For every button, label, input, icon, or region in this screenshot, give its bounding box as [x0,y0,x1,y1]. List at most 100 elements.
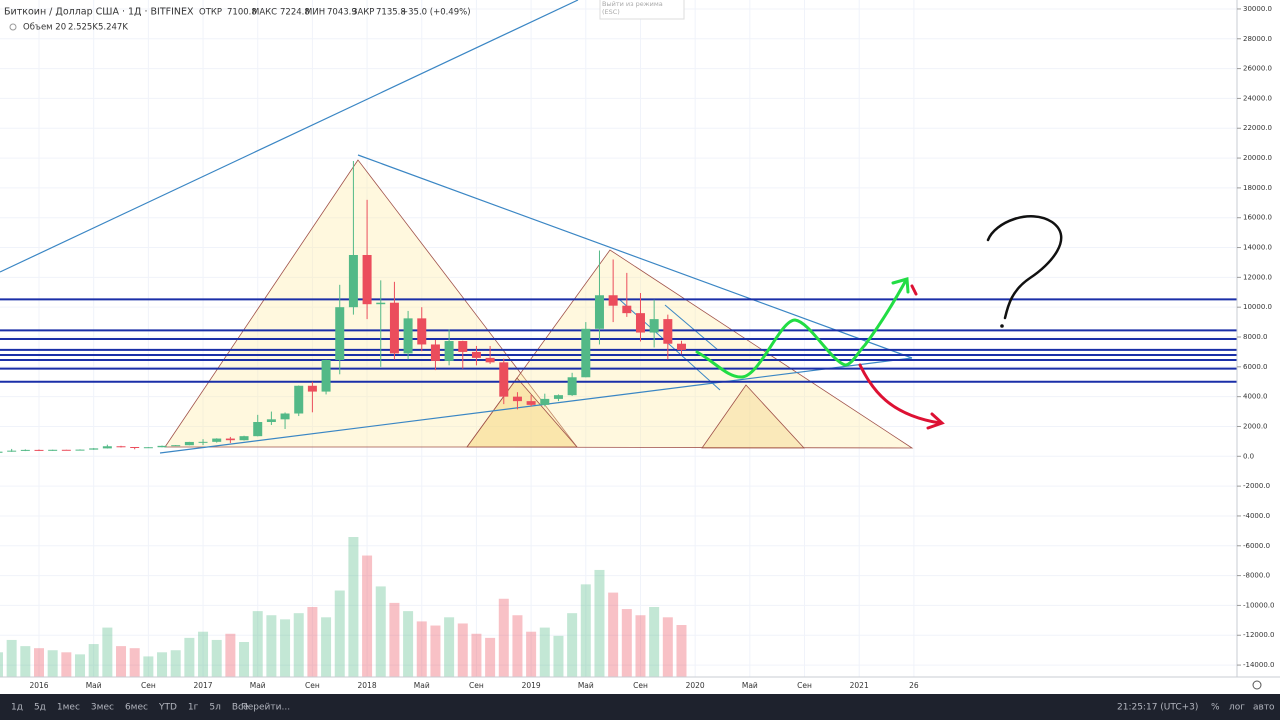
candle-body [540,398,550,405]
candle-body [417,318,427,345]
y-tick-label: 16000.0 [1243,214,1272,222]
volume-bar [88,644,99,677]
x-tick-label: Сен [633,681,648,690]
volume-bar [662,617,673,677]
settings-icon[interactable] [1252,680,1262,690]
candle-body [75,449,85,451]
x-tick-label: 2019 [522,681,541,690]
candle-body [0,451,3,453]
candle-body [512,396,522,402]
volume-bar [512,615,523,677]
volume-bar [526,631,537,677]
x-tick-label: Сен [797,681,812,690]
volume-bar [430,625,441,677]
volume-a: 2.525K [68,23,98,33]
volume-bar [129,648,140,677]
trend-line [159,357,913,454]
candle-body [608,295,618,306]
range-button[interactable]: 1д [11,703,23,713]
symbol: Биткоин / Доллар США · 1Д · BITFINEX [4,7,194,18]
percent[interactable]: % [1211,703,1220,713]
volume-bar [553,635,564,677]
volume-bar [471,633,482,677]
range-button[interactable]: 3мес [91,703,114,713]
log[interactable]: лог [1229,703,1245,713]
y-tick-label: -14000.0 [1243,661,1274,669]
range-button[interactable]: 5д [34,703,46,713]
volume-bar [266,615,277,677]
candle-body [376,302,386,305]
goto[interactable]: Перейти... [241,703,290,713]
y-tick-label: 30000.0 [1243,5,1272,13]
toggle-icon[interactable] [9,23,17,31]
candle-body [48,449,58,451]
volume-bar [389,602,400,677]
volume-bar [6,639,17,677]
high-label: МАКС [252,8,277,18]
volume-bar [34,648,44,677]
y-axis: 30000.0 28000.0 26000.0 24000.0 22000.0 20000… [1237,5,1274,669]
volume-bar [649,607,660,677]
candle-body [171,445,181,447]
y-tick-label: -10000.0 [1243,601,1274,609]
volume-b: 5.247K [98,23,128,33]
y-tick-label: 4000.0 [1243,393,1268,401]
volume-bar [362,555,373,677]
candle-body [649,319,659,333]
tooltip[interactable] [599,0,685,20]
question-mark [986,215,1063,320]
range-button[interactable]: 1г [188,703,199,713]
volume-bar [375,586,386,677]
candle-body [253,422,263,437]
open-label: ОТКР [199,8,222,18]
channel-line [664,304,719,351]
candle-body [157,445,167,448]
volume-bar [47,650,58,677]
y-tick-label: 26000.0 [1243,65,1272,73]
red-arrow [926,412,945,430]
y-tick-label: -8000.0 [1243,572,1270,580]
green-arrow [891,277,910,294]
sketch [695,215,1063,430]
candle-body [594,295,604,329]
candle-body [362,254,372,305]
x-tick-label: Сен [305,681,320,690]
toolbar [0,694,1280,720]
candle-body [526,401,536,405]
x-tick-label: Май [86,681,102,690]
range-button[interactable]: 6мес [125,703,148,713]
candle-body [116,446,126,448]
auto[interactable]: авто [1253,703,1275,713]
y-tick-label: 8000.0 [1243,333,1268,341]
tooltip-text: Выйти из режима (ESC) [602,0,663,16]
candle-body [444,341,454,361]
candle-body [499,362,509,397]
x-tick-label: Май [414,681,430,690]
candle-body [61,449,71,451]
range-button[interactable]: YTD [158,703,177,713]
high: 7224.8 [280,8,310,18]
volume-bar [198,631,209,677]
volume-bar [444,617,455,677]
range-button[interactable]: 5л [209,703,220,713]
volume-bar [539,627,550,677]
candle-body [294,385,304,414]
low: 7043.9 [327,8,357,18]
y-tick-label: 6000.0 [1243,363,1268,371]
candle-body [430,344,440,361]
candle-body [7,450,17,452]
volume-bar [225,633,236,677]
x-tick-label: Май [250,681,266,690]
volume-bar [485,637,496,677]
candle-body [458,341,468,352]
range-button[interactable]: Все [232,703,249,713]
candle-body [635,313,645,333]
volume-bar [116,646,127,677]
range-button[interactable]: 1мес [57,703,80,713]
candle-body [321,359,331,392]
candle-body [34,449,44,451]
red-tick [910,284,918,296]
volume-bar [75,654,86,677]
y-tick-label: -6000.0 [1243,542,1270,550]
candle-body [581,328,591,378]
